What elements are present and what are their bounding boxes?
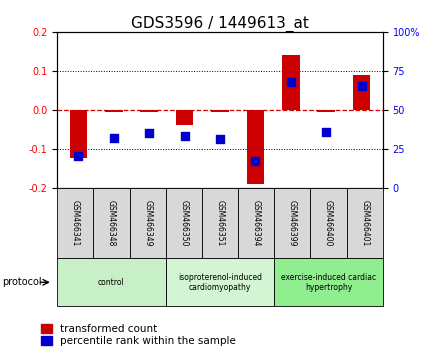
Bar xyxy=(105,110,123,112)
Text: GSM466341: GSM466341 xyxy=(71,200,80,246)
Point xyxy=(146,130,153,136)
Point xyxy=(323,129,330,135)
Point xyxy=(75,154,82,159)
Text: protocol: protocol xyxy=(2,277,42,287)
Legend: transformed count, percentile rank within the sample: transformed count, percentile rank withi… xyxy=(40,323,237,347)
Text: GSM466350: GSM466350 xyxy=(180,200,188,246)
Bar xyxy=(176,110,194,125)
Bar xyxy=(282,55,300,110)
Point xyxy=(358,84,365,89)
Point xyxy=(216,137,224,142)
Text: GDS3596 / 1449613_at: GDS3596 / 1449613_at xyxy=(131,16,309,32)
Bar xyxy=(211,110,229,112)
Point xyxy=(252,158,259,164)
Bar xyxy=(353,75,370,110)
Bar xyxy=(70,110,87,159)
Text: isoproterenol-induced
cardiomyopathy: isoproterenol-induced cardiomyopathy xyxy=(178,273,262,292)
Bar xyxy=(246,110,264,184)
Text: GSM466399: GSM466399 xyxy=(288,200,297,246)
Text: GSM466400: GSM466400 xyxy=(324,200,333,246)
Bar xyxy=(317,110,335,112)
Point xyxy=(181,133,188,139)
Text: GSM466349: GSM466349 xyxy=(143,200,152,246)
Text: exercise-induced cardiac
hypertrophy: exercise-induced cardiac hypertrophy xyxy=(281,273,376,292)
Point xyxy=(110,135,117,141)
Bar xyxy=(140,110,158,112)
Point xyxy=(287,79,294,85)
Text: control: control xyxy=(98,278,125,287)
Text: GSM466351: GSM466351 xyxy=(216,200,224,246)
Text: GSM466401: GSM466401 xyxy=(360,200,369,246)
Text: GSM466348: GSM466348 xyxy=(107,200,116,246)
Text: GSM466394: GSM466394 xyxy=(252,200,260,246)
